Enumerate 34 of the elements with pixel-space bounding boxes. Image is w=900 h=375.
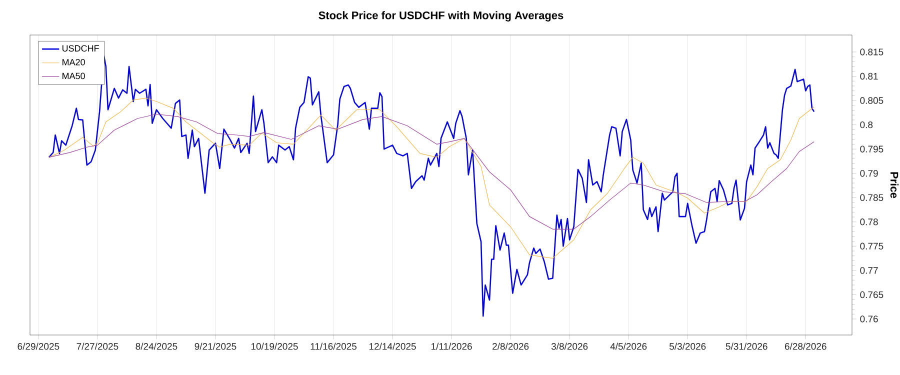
y-tick-label: 0.795	[860, 146, 884, 152]
x-tick-label: 9/21/2025	[194, 342, 236, 350]
x-tick-label: 8/24/2025	[136, 342, 178, 350]
line-series	[48, 114, 814, 230]
chart-title: Stock Price for USDCHF with Moving Averages	[318, 11, 564, 22]
y-tick-label: 0.785	[860, 194, 884, 201]
line-series	[48, 98, 814, 259]
y-tick-label: 0.76	[860, 316, 878, 322]
y-tick-label: 0.805	[860, 97, 884, 104]
x-tick-label: 6/29/2025	[18, 342, 60, 350]
y-axis-title: Price	[890, 172, 899, 198]
x-tick-label: 5/3/2026	[669, 342, 706, 350]
x-tick-label: 3/8/2026	[551, 342, 588, 350]
x-tick-label: 11/16/2025	[310, 342, 357, 350]
legend-label: MA50	[62, 72, 85, 80]
y-tick-label: 0.79	[860, 170, 878, 177]
legend-label: USDCHF	[62, 45, 99, 52]
legend-label: MA20	[62, 58, 85, 66]
y-tick-label: 0.81	[860, 72, 878, 80]
x-tick-label: 7/27/2025	[76, 342, 118, 350]
y-tick-label: 0.775	[860, 242, 884, 250]
x-tick-label: 12/14/2025	[369, 342, 416, 350]
x-tick-label: 1/11/2026	[431, 342, 472, 350]
x-tick-label: 6/28/2026	[784, 342, 826, 350]
y-tick-label: 0.815	[860, 48, 884, 56]
x-tick-label: 5/31/2026	[726, 342, 768, 350]
x-tick-label: 2/8/2026	[492, 342, 529, 350]
y-tick-label: 0.77	[860, 267, 878, 274]
y-tick-label: 0.78	[860, 218, 878, 226]
x-tick-label: 4/5/2026	[610, 342, 647, 350]
y-tick-label: 0.765	[860, 291, 884, 298]
x-tick-label: 10/19/2025	[251, 342, 298, 350]
line-series	[48, 54, 815, 317]
y-tick-label: 0.8	[860, 121, 873, 128]
